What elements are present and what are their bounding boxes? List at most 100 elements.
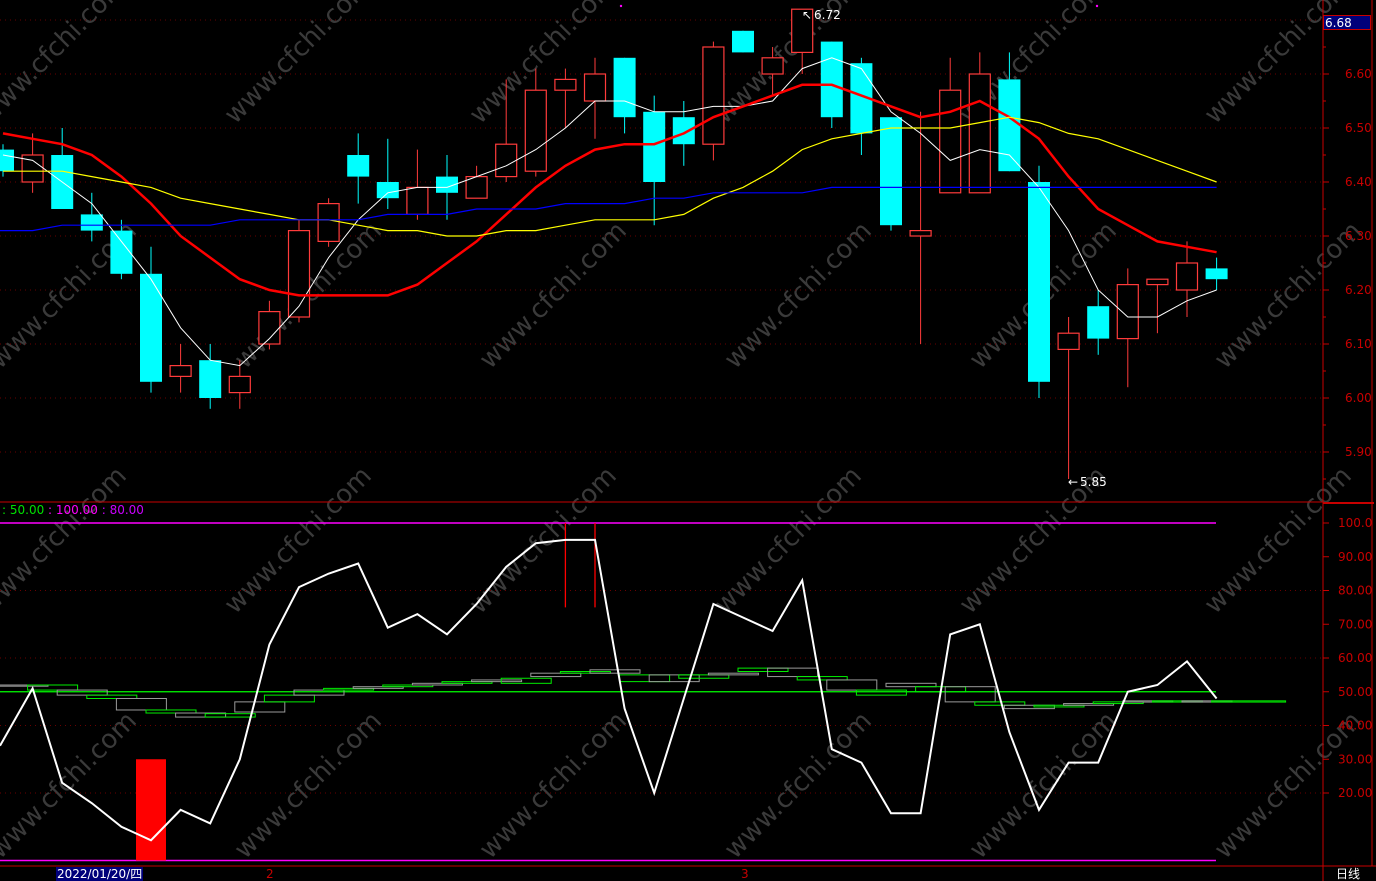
candle-body bbox=[850, 63, 873, 134]
candle-up bbox=[465, 165, 488, 199]
price-tick-label: 5.90 bbox=[1345, 445, 1372, 459]
candle-body bbox=[1146, 278, 1169, 286]
low-annotation: ← 5.85 bbox=[1068, 475, 1107, 489]
candle-up bbox=[169, 344, 192, 393]
candle-up bbox=[317, 198, 340, 247]
watermark-text: www.cfchi.com bbox=[0, 0, 133, 130]
step-band bbox=[589, 669, 641, 674]
step-band bbox=[796, 676, 848, 681]
watermark-text: www.cfchi.com bbox=[964, 706, 1123, 865]
signal-bar bbox=[136, 759, 166, 861]
step-band bbox=[27, 684, 79, 691]
indicator-panel bbox=[0, 522, 1287, 862]
candle-body bbox=[228, 375, 251, 394]
candle-down bbox=[850, 57, 873, 155]
indicator-tick-label: 20.00 bbox=[1338, 786, 1372, 800]
high-annotation: ↖ 6.72 bbox=[802, 8, 841, 22]
price-tick-label: 6.10 bbox=[1345, 337, 1372, 351]
legend-value-2: : 100.00 bbox=[44, 503, 98, 517]
candle-body bbox=[0, 149, 14, 172]
candle-body bbox=[702, 46, 725, 145]
candle-body bbox=[110, 230, 133, 274]
step-band bbox=[1063, 703, 1115, 706]
watermark-text: www.cfchi.com bbox=[464, 461, 623, 620]
current-price-tag: 6.68 bbox=[1323, 15, 1371, 30]
marker-dot bbox=[619, 4, 623, 8]
candle-body bbox=[672, 117, 695, 145]
step-band bbox=[382, 684, 434, 688]
indicator-line bbox=[0, 538, 1218, 842]
watermark-text: www.cfchi.com bbox=[719, 706, 878, 865]
candle-body bbox=[909, 230, 932, 237]
period-selector[interactable]: 日线 bbox=[1336, 867, 1361, 881]
indicator-tick-label: 70.00 bbox=[1338, 617, 1372, 631]
candle-body bbox=[939, 89, 962, 194]
moving-average-line bbox=[2, 57, 1217, 367]
step-band bbox=[86, 694, 138, 699]
candle-down bbox=[998, 52, 1021, 172]
candle-body bbox=[968, 73, 991, 194]
candle-up bbox=[287, 219, 311, 323]
candle-up bbox=[228, 360, 251, 409]
step-band bbox=[0, 684, 49, 687]
candle-body bbox=[820, 41, 843, 118]
watermark-text: www.cfchi.com bbox=[719, 216, 878, 375]
moving-average-line bbox=[0, 186, 1217, 232]
step-band bbox=[441, 681, 493, 684]
month-label: 3 bbox=[741, 867, 749, 881]
candle-body bbox=[613, 57, 636, 118]
candle-body bbox=[761, 57, 784, 75]
candle-body bbox=[998, 79, 1021, 172]
marker-dot bbox=[1095, 4, 1099, 8]
candle-up bbox=[495, 79, 518, 182]
step-band bbox=[855, 689, 907, 696]
step-band bbox=[234, 701, 286, 713]
candle-body bbox=[1116, 284, 1139, 340]
candle-body bbox=[583, 73, 607, 102]
high-label: 6.72 bbox=[814, 8, 841, 22]
candle-body bbox=[495, 143, 518, 178]
candle-down bbox=[643, 95, 666, 226]
indicator-tick-label: 40.00 bbox=[1338, 719, 1372, 733]
candle-up bbox=[1057, 317, 1080, 479]
price-tick-label: 6.00 bbox=[1345, 391, 1372, 405]
moving-average-line bbox=[3, 116, 1217, 237]
candle-down bbox=[880, 117, 902, 231]
price-panel bbox=[0, 8, 1228, 479]
step-band bbox=[530, 672, 582, 678]
step-band bbox=[293, 689, 345, 696]
candle-body bbox=[1057, 332, 1080, 351]
candle-up bbox=[406, 149, 429, 220]
step-band bbox=[500, 677, 552, 684]
candle-up bbox=[791, 8, 814, 74]
step-band bbox=[826, 679, 878, 691]
price-tick-label: 6.30 bbox=[1345, 229, 1372, 243]
candle-down bbox=[613, 57, 636, 134]
price-tick-label: 6.40 bbox=[1345, 175, 1372, 189]
candle-down bbox=[732, 30, 754, 53]
step-band bbox=[204, 713, 256, 718]
step-band bbox=[1181, 700, 1233, 703]
indicator-tick-label: 50.00 bbox=[1338, 685, 1372, 699]
candle-up bbox=[524, 68, 547, 177]
candle-up bbox=[583, 57, 607, 139]
legend-value-3: : 80.00 bbox=[97, 503, 144, 517]
watermark-text: www.cfchi.com bbox=[0, 461, 133, 620]
candle-down bbox=[51, 128, 74, 209]
step-band bbox=[471, 679, 523, 683]
candle-body bbox=[287, 230, 311, 318]
candle-up bbox=[1116, 268, 1139, 388]
candle-up bbox=[21, 133, 44, 193]
candle-body bbox=[643, 111, 666, 182]
step-band bbox=[323, 687, 375, 691]
watermark-text: www.cfchi.com bbox=[219, 0, 378, 130]
candle-body bbox=[317, 203, 340, 243]
candle-body bbox=[1175, 262, 1199, 291]
watermark-text: www.cfchi.com bbox=[1199, 461, 1358, 620]
watermark-text: www.cfchi.com bbox=[219, 461, 378, 620]
candle-body bbox=[199, 360, 222, 398]
indicator-tick-label: 90.00 bbox=[1338, 550, 1372, 564]
step-band bbox=[1211, 700, 1287, 703]
